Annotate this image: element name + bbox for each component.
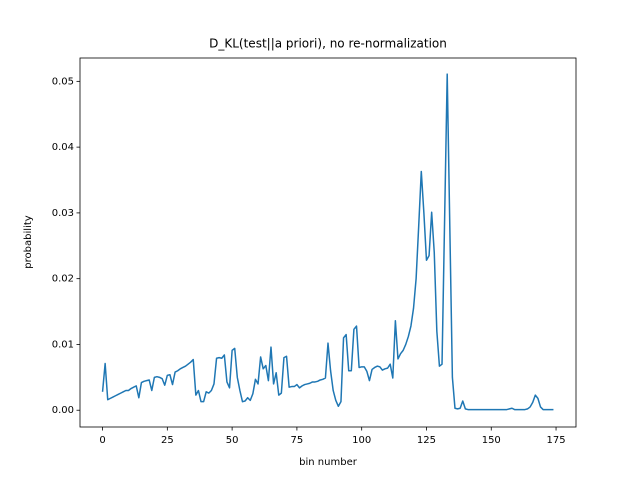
y-tick-label: 0.05 [52, 76, 74, 87]
y-tick-label: 0.01 [52, 339, 74, 350]
y-tick-label: 0.04 [52, 142, 74, 153]
x-tick-label: 125 [417, 435, 436, 446]
y-tick-label: 0.00 [52, 405, 74, 416]
x-tick-label: 175 [546, 435, 565, 446]
x-tick-label: 25 [161, 435, 174, 446]
y-axis-label: probability [23, 215, 34, 268]
plot-frame [79, 57, 577, 428]
x-tick-label: 150 [482, 435, 501, 446]
x-axis-label: bin number [299, 457, 358, 468]
y-tick-label: 0.03 [52, 208, 74, 219]
x-tick-label: 0 [99, 435, 105, 446]
x-tick-label: 75 [291, 435, 304, 446]
chart-title: D_KL(test||a priori), no re-normalizatio… [209, 37, 447, 51]
y-tick-label: 0.02 [52, 274, 74, 285]
data-line [101, 73, 554, 411]
x-tick-label: 100 [352, 435, 371, 446]
x-tick-label: 50 [226, 435, 239, 446]
